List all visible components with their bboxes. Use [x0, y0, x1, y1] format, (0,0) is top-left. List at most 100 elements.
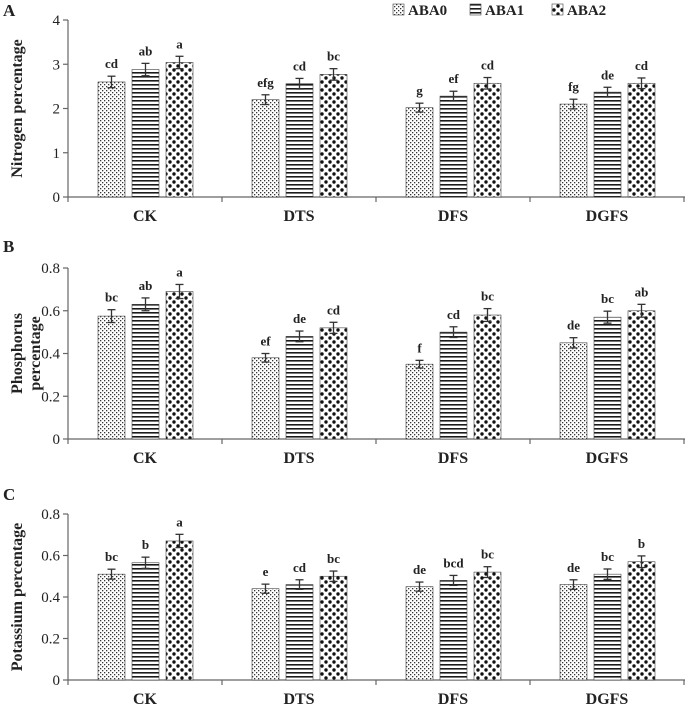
bar-aba0 [251, 357, 280, 440]
significance-letter: a [176, 264, 183, 279]
bar-aba2 [319, 575, 348, 681]
category-label: DGFS [586, 450, 629, 467]
legend-swatch-aba0 [392, 3, 405, 16]
bar-aba2 [473, 314, 502, 440]
bar-aba0 [251, 588, 280, 681]
significance-letter: cd [327, 302, 341, 317]
significance-letter: b [142, 537, 149, 552]
y-axis-label-line-1: Phosphorus [9, 313, 26, 394]
bar-aba0 [405, 586, 434, 681]
bar-aba2 [319, 327, 348, 440]
bar-aba1 [439, 331, 468, 440]
y-axis-label: Nitrogen percentage [9, 39, 26, 177]
category-label: DTS [283, 450, 314, 467]
y-tick-label: 0.2 [41, 632, 60, 648]
bar-aba2 [627, 561, 656, 681]
y-tick-label: 0.2 [41, 389, 60, 405]
bar-aba2 [165, 62, 194, 198]
bar-aba2 [165, 291, 194, 440]
bar-aba2 [627, 82, 656, 198]
bar-aba0 [559, 342, 588, 440]
bar-aba2 [473, 571, 502, 681]
category-label: DFS [438, 450, 468, 467]
significance-letter: efg [257, 75, 274, 90]
significance-letter: cd [481, 58, 495, 73]
bar-aba2 [473, 82, 502, 198]
significance-letter: bcd [443, 555, 464, 570]
significance-letter: de [293, 311, 306, 326]
bar-aba0 [97, 315, 126, 440]
bar-aba1 [439, 95, 468, 198]
bar-aba0 [97, 81, 126, 198]
y-tick-label: 0.6 [41, 549, 60, 565]
significance-letter: cd [635, 58, 649, 73]
significance-letter: de [413, 562, 426, 577]
significance-letter: f [417, 340, 422, 355]
legend-label-aba1: ABA1 [485, 3, 524, 19]
y-tick-label: 0.4 [41, 590, 60, 606]
bar-aba0 [405, 107, 434, 198]
bar-aba1 [439, 580, 468, 681]
significance-letter: de [567, 318, 580, 333]
y-tick-label: 0 [53, 190, 61, 206]
y-tick-label: 0.6 [41, 304, 60, 320]
bar-aba1 [285, 83, 314, 198]
y-tick-label: 0.8 [41, 261, 60, 277]
panel-label: A [3, 1, 16, 20]
significance-letter: e [263, 564, 269, 579]
significance-letter: bc [481, 289, 494, 304]
category-label: CK [133, 208, 158, 225]
category-label: DTS [283, 691, 314, 708]
y-tick-label: 2 [53, 102, 61, 118]
category-label: CK [133, 691, 158, 708]
significance-letter: cd [293, 58, 307, 73]
bar-aba0 [559, 103, 588, 198]
panel-label: C [3, 485, 15, 504]
y-axis-label-line-2: percentage [27, 316, 44, 390]
significance-letter: cd [293, 560, 307, 575]
y-tick-label: 0 [53, 432, 61, 448]
significance-letter: de [601, 67, 614, 82]
y-axis-label: Potassium percentage [9, 523, 26, 672]
significance-letter: b [638, 536, 645, 551]
bar-aba0 [97, 573, 126, 681]
category-label: DTS [283, 208, 314, 225]
significance-letter: bc [105, 549, 118, 564]
significance-letter: bc [327, 551, 340, 566]
significance-letter: g [416, 83, 423, 98]
significance-letter: ab [139, 43, 153, 58]
legend-swatch-aba1 [469, 3, 482, 16]
legend-label-aba0: ABA0 [408, 3, 447, 19]
bar-aba1 [593, 91, 622, 198]
significance-letter: bc [105, 290, 118, 305]
bar-aba1 [131, 304, 160, 440]
bar-aba0 [405, 363, 434, 440]
significance-letter: ef [260, 334, 271, 349]
significance-letter: ab [139, 278, 153, 293]
legend-swatch-aba2 [551, 3, 564, 16]
significance-letter: a [176, 36, 183, 51]
y-tick-label: 1 [53, 146, 61, 162]
panel-label: B [3, 237, 14, 256]
category-label: DGFS [586, 208, 629, 225]
bar-aba1 [285, 336, 314, 440]
y-tick-label: 0.4 [41, 347, 60, 363]
y-tick-label: 0 [53, 673, 61, 689]
bar-aba2 [165, 540, 194, 681]
significance-letter: bc [601, 291, 614, 306]
bar-aba2 [319, 74, 348, 198]
y-tick-label: 0.8 [41, 507, 60, 523]
bar-aba0 [251, 99, 280, 198]
significance-letter: bc [481, 547, 494, 562]
significance-letter: cd [105, 56, 119, 71]
bar-aba1 [593, 316, 622, 440]
significance-letter: a [176, 514, 183, 529]
legend-label-aba2: ABA2 [567, 3, 606, 19]
bar-aba1 [131, 562, 160, 681]
bar-aba2 [627, 310, 656, 440]
category-label: DGFS [586, 691, 629, 708]
bar-aba1 [593, 573, 622, 681]
significance-letter: ab [635, 284, 649, 299]
